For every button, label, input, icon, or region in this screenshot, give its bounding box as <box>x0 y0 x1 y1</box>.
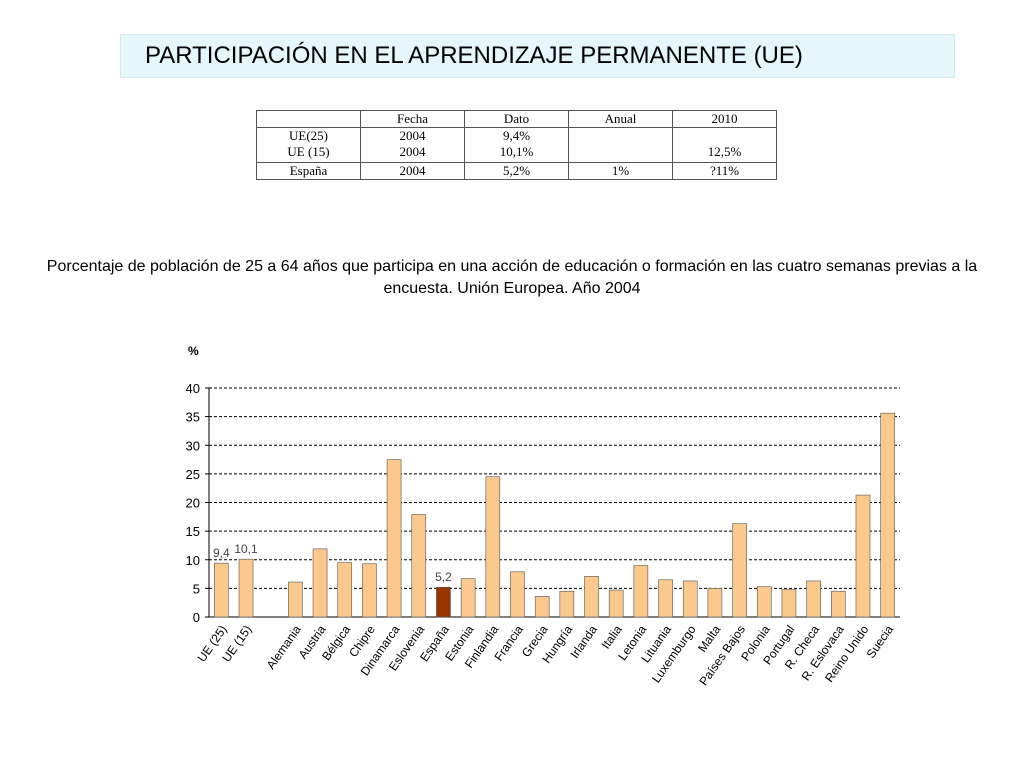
y-tick-label: 5 <box>193 581 200 596</box>
x-tick-label: Suecia <box>864 622 897 660</box>
y-axis-label: % <box>188 344 199 358</box>
y-tick-label: 10 <box>186 553 200 568</box>
y-tick-label: 0 <box>193 610 200 625</box>
bar <box>732 523 747 618</box>
table-cell: ?11% <box>672 162 777 180</box>
bar <box>362 563 377 618</box>
bar <box>534 596 550 618</box>
bar <box>288 581 303 618</box>
table-cell <box>568 127 673 163</box>
bar <box>658 579 673 618</box>
bar <box>608 589 624 618</box>
table-row: España 2004 5,2% 1% ?11% <box>256 162 777 180</box>
table-cell: UE(25) UE (15) <box>256 127 361 163</box>
y-tick-label: 30 <box>186 438 200 453</box>
bar <box>485 476 501 618</box>
x-tick-label: Alemania <box>264 622 304 671</box>
chart-caption: Porcentaje de población de 25 a 64 años … <box>46 258 978 297</box>
bar <box>584 576 599 618</box>
bar <box>880 412 895 618</box>
x-tick-label: Irlanda <box>567 622 600 660</box>
bar <box>337 562 353 618</box>
bar <box>633 565 649 618</box>
bar <box>214 562 229 618</box>
bar <box>756 586 772 618</box>
bar <box>436 586 451 618</box>
y-tick-label: 25 <box>186 467 200 482</box>
bar <box>510 571 525 618</box>
data-label: 9,4 <box>213 546 230 560</box>
table-cell: 5,2% <box>464 162 569 180</box>
bar <box>411 514 427 618</box>
y-tick-label: 15 <box>186 524 200 539</box>
table-cell: 2004 <box>360 162 465 180</box>
y-tick-label: 20 <box>186 496 200 511</box>
bar <box>831 590 846 618</box>
y-tick-label: 40 <box>186 381 200 396</box>
summary-table: Fecha Dato Anual 2010 UE(25) UE (15) 200… <box>256 110 777 180</box>
table-cell: 1% <box>568 162 673 180</box>
page-title: PARTICIPACIÓN EN EL APRENDIZAJE PERMANEN… <box>145 42 803 69</box>
bar <box>855 494 871 618</box>
data-label: 10,1 <box>234 542 258 556</box>
table-cell: España <box>256 162 361 180</box>
table-cell: 12,5% <box>672 127 777 163</box>
bar <box>781 589 797 618</box>
bar <box>682 580 698 618</box>
title-banner: PARTICIPACIÓN EN EL APRENDIZAJE PERMANEN… <box>120 34 955 78</box>
bar <box>806 580 821 618</box>
bar <box>312 548 328 618</box>
bar <box>460 578 476 618</box>
data-label: 5,2 <box>435 570 452 584</box>
bar <box>238 558 254 618</box>
bar <box>386 459 402 618</box>
y-tick-label: 35 <box>186 410 200 425</box>
bar <box>707 588 723 618</box>
bar <box>559 590 575 618</box>
